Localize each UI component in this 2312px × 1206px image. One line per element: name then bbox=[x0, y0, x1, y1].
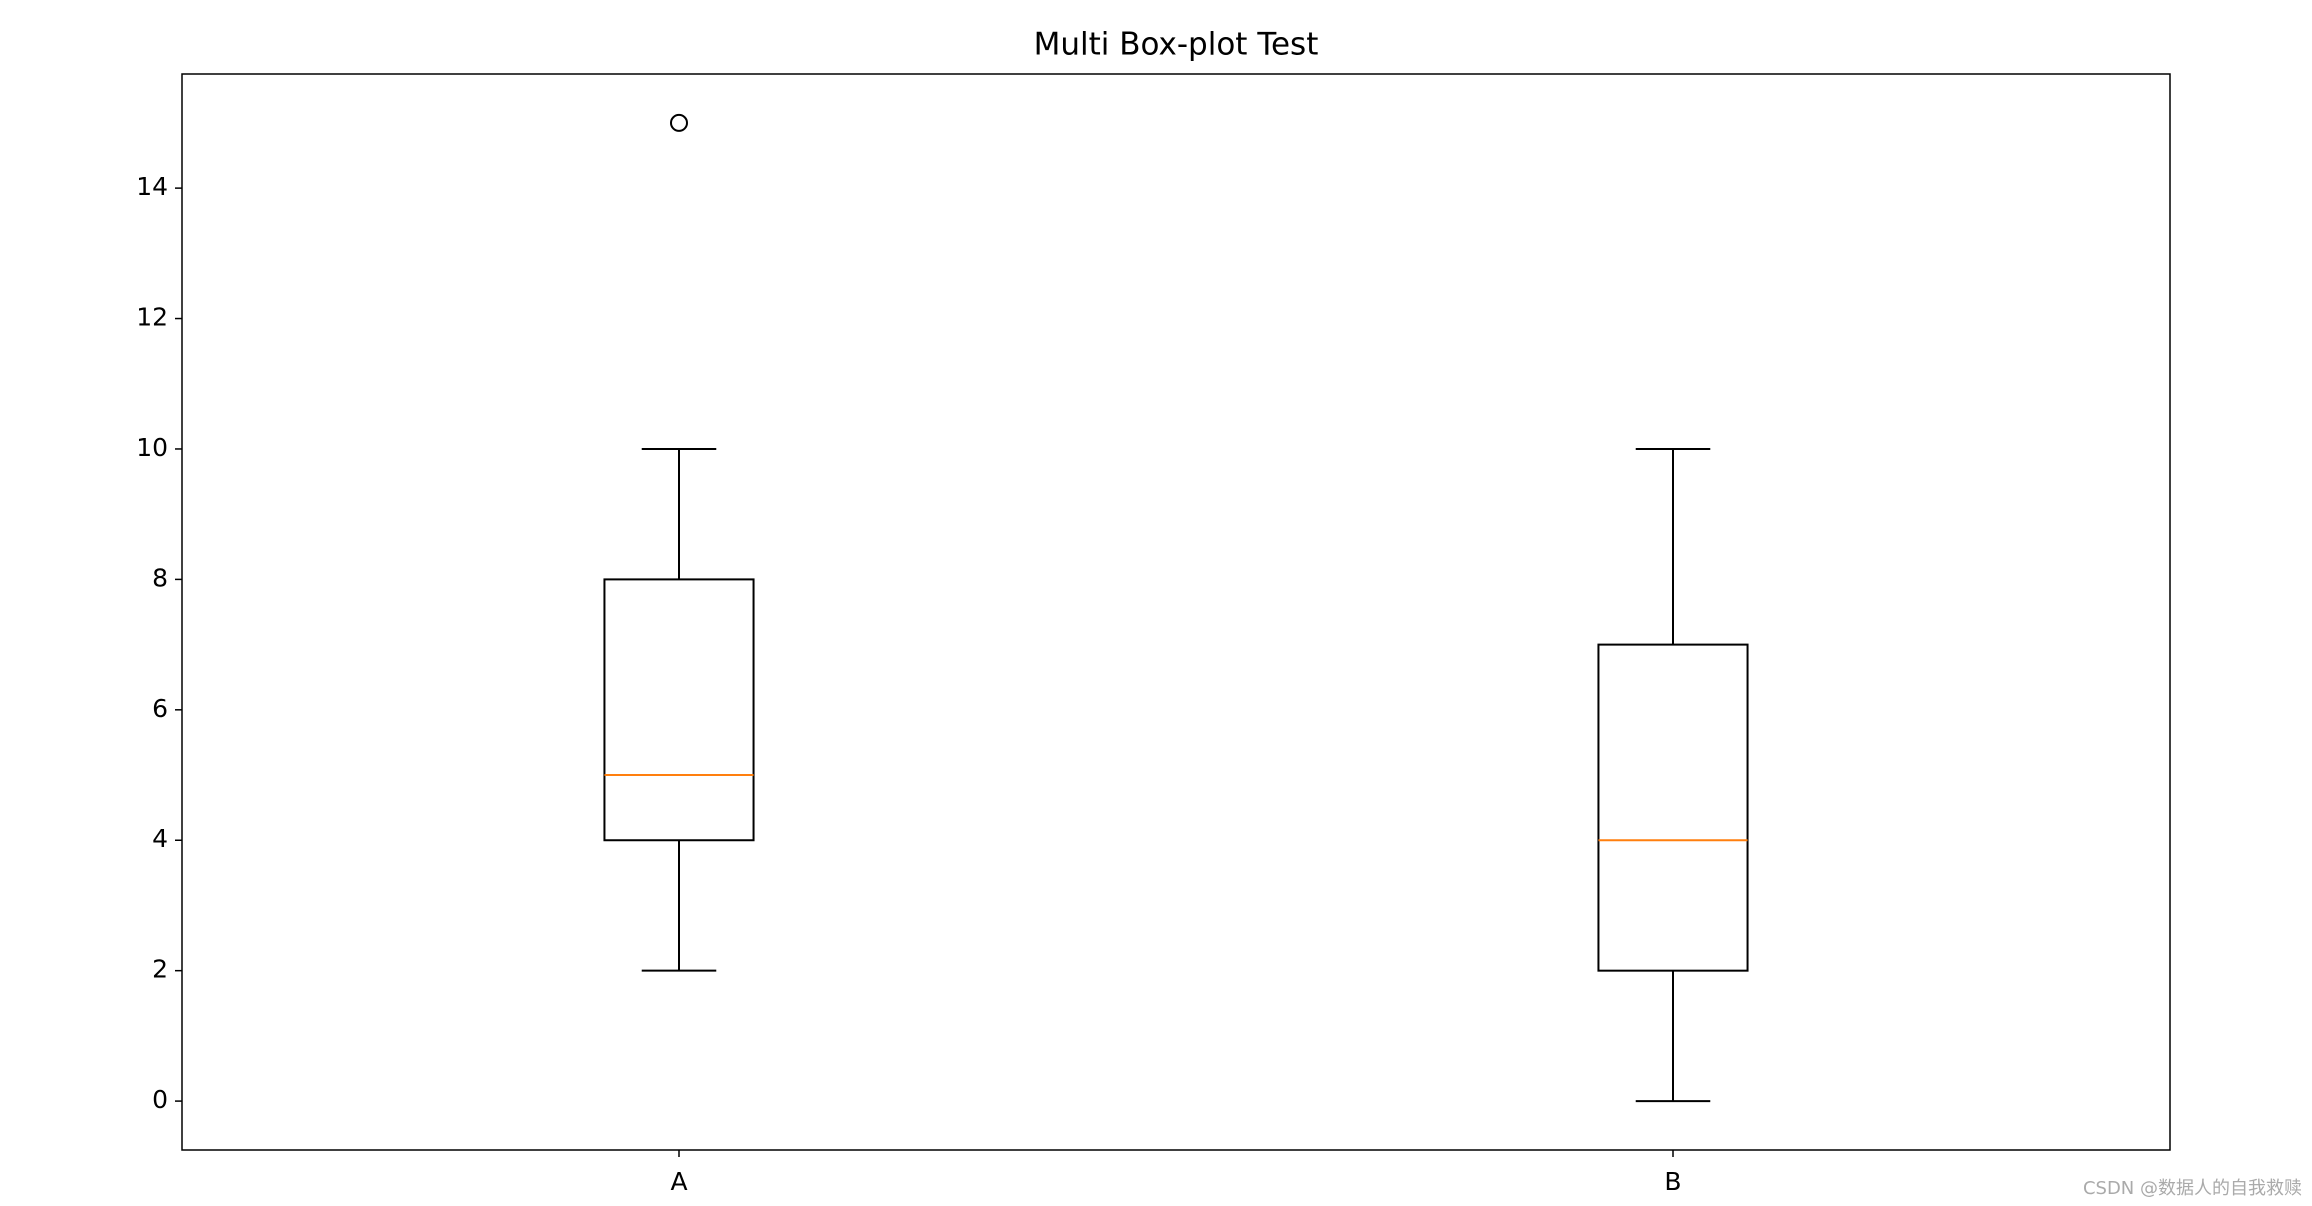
outlier bbox=[670, 113, 688, 132]
y-tick-label: 4 bbox=[152, 824, 168, 853]
x-tick-label: A bbox=[670, 1167, 687, 1196]
y-tick-label: 12 bbox=[136, 303, 168, 332]
box bbox=[603, 578, 755, 842]
y-tick-label: 8 bbox=[152, 563, 168, 592]
y-tick-label: 10 bbox=[136, 433, 168, 462]
box bbox=[1597, 643, 1749, 972]
y-tick-label: 0 bbox=[152, 1085, 168, 1114]
chart-title: Multi Box-plot Test bbox=[1034, 27, 1319, 63]
y-tick-label: 6 bbox=[152, 694, 168, 723]
y-tick-label: 2 bbox=[152, 955, 168, 984]
x-tick-label: B bbox=[1664, 1167, 1681, 1196]
watermark: CSDN @数据人的自我救赎 bbox=[2083, 1178, 2302, 1199]
y-tick-label: 14 bbox=[136, 172, 168, 201]
plot-frame bbox=[181, 73, 2171, 1151]
